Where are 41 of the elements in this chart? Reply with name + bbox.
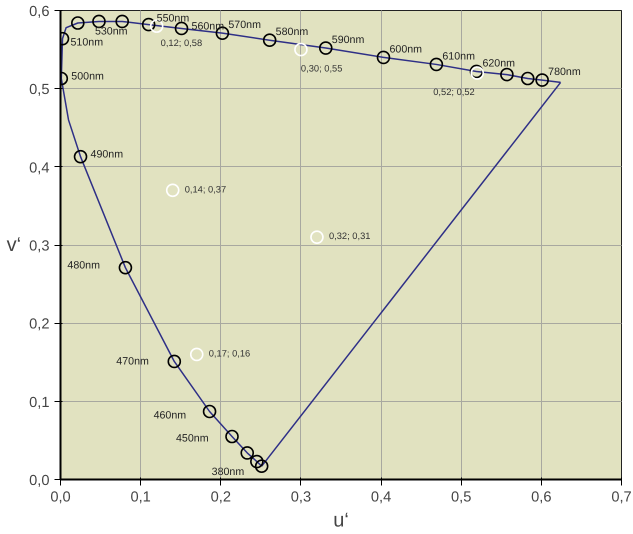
annotation: 510nm: [70, 36, 104, 49]
x-tick-label: 0,3: [290, 490, 312, 506]
x-tick-label: 0,6: [531, 490, 552, 506]
annotation: 490nm: [90, 148, 124, 161]
y-tick-label: 0,1: [29, 394, 50, 411]
y-tick-label: 0,5: [29, 82, 50, 98]
annotation: 550nm: [156, 12, 190, 25]
x-tick-label: 0,7: [611, 490, 632, 506]
annotation: 610nm: [442, 50, 476, 62]
annotation: 500nm: [71, 70, 104, 83]
annotation: 590nm: [332, 34, 364, 46]
y-tick-label: 0,0: [29, 473, 50, 489]
data-label: 0,32; 0,31: [328, 231, 370, 242]
annotation: 620nm: [482, 57, 516, 70]
y-tick-label: 0,6: [29, 4, 50, 20]
data-label: 0,17; 0,16: [208, 348, 250, 358]
annotation: 580nm: [276, 26, 308, 38]
x-tick-label: 0,1: [130, 490, 151, 506]
annotation: 530nm: [94, 25, 128, 38]
data-label: 0,14; 0,37: [184, 184, 226, 194]
annotation: 450nm: [176, 432, 209, 445]
annotation: 460nm: [154, 409, 186, 422]
x-tick-label: 0,5: [451, 490, 472, 506]
y-tick-label: 0,4: [29, 160, 50, 176]
y-tick-label: 0,2: [29, 316, 50, 333]
y-axis-title: v‘: [6, 234, 22, 256]
annotation: 600nm: [389, 43, 422, 56]
y-tick-label: 0,3: [29, 238, 50, 254]
data-label: 0,12; 0,58: [160, 38, 202, 48]
data-label: 0,52; 0,52: [433, 87, 475, 98]
x-tick-label: 0,0: [50, 490, 71, 506]
x-axis-title: u‘: [333, 510, 349, 532]
annotation: 570nm: [228, 19, 262, 32]
annotation: 560nm: [192, 20, 224, 32]
annotation: 470nm: [116, 355, 150, 368]
annotation: 480nm: [67, 260, 100, 272]
data-label: 0,30; 0,55: [300, 64, 342, 74]
annotation: 780nm: [548, 66, 581, 78]
x-tick-label: 0,2: [210, 490, 231, 506]
annotation: 380nm: [212, 466, 244, 478]
x-tick-label: 0,4: [370, 490, 392, 506]
